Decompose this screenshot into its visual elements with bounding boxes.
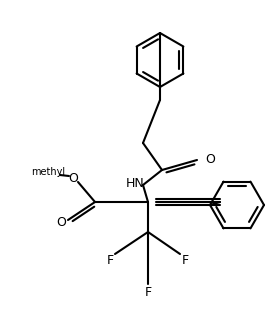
Text: F: F <box>144 286 151 299</box>
Text: F: F <box>182 254 189 266</box>
Text: O: O <box>68 171 78 184</box>
Text: methyl: methyl <box>31 167 65 177</box>
Text: HN: HN <box>126 176 144 190</box>
Text: O: O <box>56 215 66 228</box>
Text: O: O <box>205 153 215 166</box>
Text: F: F <box>107 254 114 266</box>
